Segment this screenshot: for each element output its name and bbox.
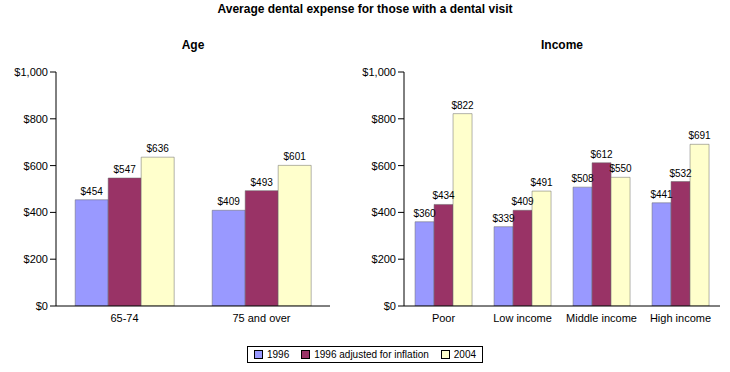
- svg-text:$532: $532: [669, 168, 692, 179]
- html-text:Income: Income: [541, 38, 583, 52]
- svg-text:$200: $200: [372, 253, 396, 265]
- svg-text:$550: $550: [609, 163, 632, 174]
- svg-text:$612: $612: [590, 149, 613, 160]
- svg-text:$1,000: $1,000: [14, 66, 48, 78]
- svg-text:$800: $800: [372, 113, 396, 125]
- svg-text:$441: $441: [650, 189, 673, 200]
- svg-text:$800: $800: [24, 113, 48, 125]
- svg-text:65-74: 65-74: [110, 312, 138, 324]
- svg-text:$491: $491: [530, 177, 553, 188]
- svg-text:$200: $200: [24, 253, 48, 265]
- svg-text:$400: $400: [24, 206, 48, 218]
- svg-text:$0: $0: [384, 300, 396, 312]
- svg-text:$409: $409: [511, 196, 534, 207]
- svg-text:Low income: Low income: [493, 312, 552, 324]
- svg-text:75 and over: 75 and over: [232, 312, 290, 324]
- svg-text:$0: $0: [36, 300, 48, 312]
- svg-text:$636: $636: [147, 143, 170, 154]
- svg-text:$360: $360: [413, 208, 436, 219]
- svg-text:Poor: Poor: [432, 312, 456, 324]
- svg-text:$339: $339: [492, 213, 515, 224]
- html-text:1996 adjusted for inflation: 1996 adjusted for inflation: [314, 349, 429, 360]
- svg-text:$1,000: $1,000: [362, 66, 396, 78]
- svg-text:$600: $600: [24, 160, 48, 172]
- svg-text:$547: $547: [114, 164, 137, 175]
- html-text:Average dental expense for tho: Average dental expense for those with a …: [217, 2, 513, 16]
- html-text:Age: Age: [181, 38, 205, 52]
- svg-text:Middle income: Middle income: [566, 312, 637, 324]
- svg-text:$454: $454: [81, 186, 104, 197]
- svg-text:$493: $493: [251, 177, 274, 188]
- svg-text:$822: $822: [451, 100, 474, 111]
- svg-text:$409: $409: [218, 196, 241, 207]
- svg-text:High income: High income: [650, 312, 711, 324]
- svg-text:$601: $601: [284, 151, 307, 162]
- html-text:2004: 2004: [453, 349, 476, 360]
- svg-text:$600: $600: [372, 160, 396, 172]
- svg-text:$508: $508: [571, 173, 594, 184]
- svg-text:$691: $691: [688, 130, 711, 141]
- html-text:1996: 1996: [267, 349, 290, 360]
- svg-text:$400: $400: [372, 206, 396, 218]
- svg-text:$434: $434: [432, 190, 455, 201]
